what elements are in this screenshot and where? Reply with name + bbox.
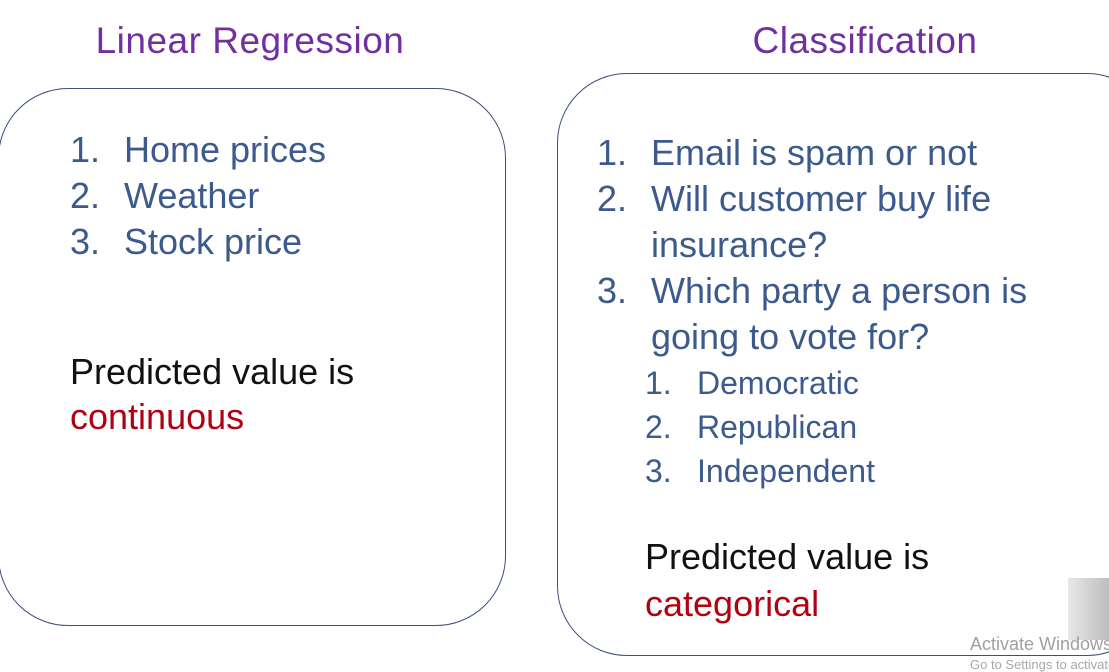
item-number: 2. [597,178,628,219]
item-text: Independent [697,453,875,489]
item-number: 3. [70,221,101,262]
list-item: 3. Stock price [70,219,490,265]
item-number: 1. [70,129,101,170]
item-number: 2. [70,175,101,216]
item-number: 3. [645,453,672,489]
item-text: Republican [697,409,858,445]
sub-item: 3. Independent [645,449,1045,493]
item-number: 3. [597,270,628,311]
item-text: Home prices [124,129,327,170]
sub-item: 2. Republican [645,405,1045,449]
emphasis: categorical [645,583,820,624]
left-panel [0,88,506,626]
item-text: Stock price [124,221,303,262]
list-item: 2. Will customer buy life insurance? [597,176,1097,268]
item-text: Which party a person is going to vote fo… [651,270,1028,357]
overlay-thumbnail [1068,578,1109,640]
sub-list: 1. Democratic 2. Republican 3. Independent [645,361,1045,493]
conclusion: Predicted value is [645,536,930,577]
item-number: 1. [645,365,672,401]
item-text: Weather [124,175,260,216]
panel-title: Linear Regression [95,20,405,61]
list-item: 2. Weather [70,173,490,219]
watermark-title: Activate Windows [970,634,1109,654]
conclusion: Predicted value is [70,351,355,392]
watermark-subtitle: Go to Settings to activate Windows. [970,657,1109,672]
item-text: Democratic [697,365,859,401]
list-item: 1. Email is spam or not [597,130,1097,176]
panel-title: Classification [752,20,978,61]
item-text: Will customer buy life insurance? [651,178,992,265]
list: 1. Home prices 2. Weather 3. Stock price [70,127,490,265]
item-text: Email is spam or not [651,132,978,173]
list: 1. Email is spam or not 2. Will customer b… [597,130,1097,360]
list-item: 3. Which party a person is going to vote … [597,268,1097,360]
item-number: 2. [645,409,672,445]
item-number: 1. [597,132,628,173]
emphasis: continuous [70,396,245,437]
sub-item: 1. Democratic [645,361,1045,405]
list-item: 1. Home prices [70,127,490,173]
right-panel [557,73,1109,656]
